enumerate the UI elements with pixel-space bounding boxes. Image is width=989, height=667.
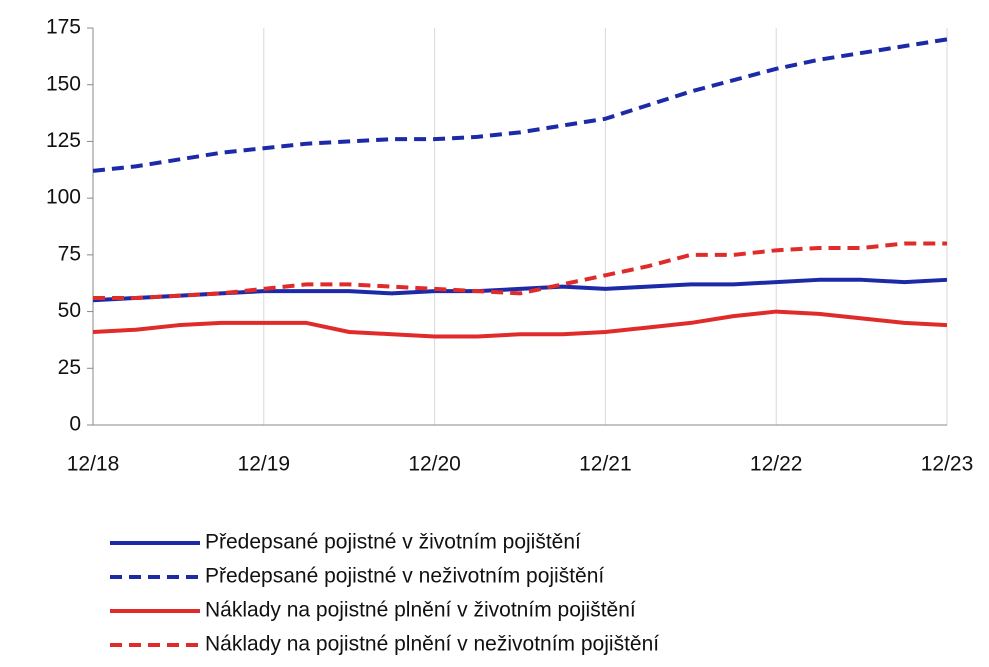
y-tick-label: 75 — [58, 242, 81, 265]
legend-label: Předepsané pojistné v životním pojištění — [205, 531, 581, 554]
legend-label: Předepsané pojistné v neživotním pojiště… — [205, 565, 604, 588]
y-tick-label: 125 — [46, 129, 81, 152]
x-tick-label: 12/22 — [750, 453, 803, 476]
series-line — [93, 241, 947, 300]
y-tick-label: 175 — [46, 16, 81, 39]
y-tick-label: 0 — [69, 413, 81, 436]
y-tick-label: 25 — [58, 356, 81, 379]
y-tick-label: 50 — [58, 299, 81, 322]
x-tick-label: 12/18 — [67, 453, 120, 476]
legend-label: Náklady na pojistné plnění v životním po… — [205, 599, 636, 622]
x-tick-label: 12/23 — [921, 453, 974, 476]
series-line — [92, 37, 948, 173]
x-tick-label: 12/20 — [408, 453, 461, 476]
x-tick-label: 12/19 — [238, 453, 291, 476]
legend-label: Náklady na pojistné plnění v neživotním … — [205, 633, 659, 656]
series-line — [92, 277, 948, 303]
y-tick-label: 100 — [46, 186, 81, 209]
series-line — [92, 309, 948, 339]
y-tick-label: 150 — [46, 72, 81, 95]
x-tick-label: 12/21 — [579, 453, 632, 476]
